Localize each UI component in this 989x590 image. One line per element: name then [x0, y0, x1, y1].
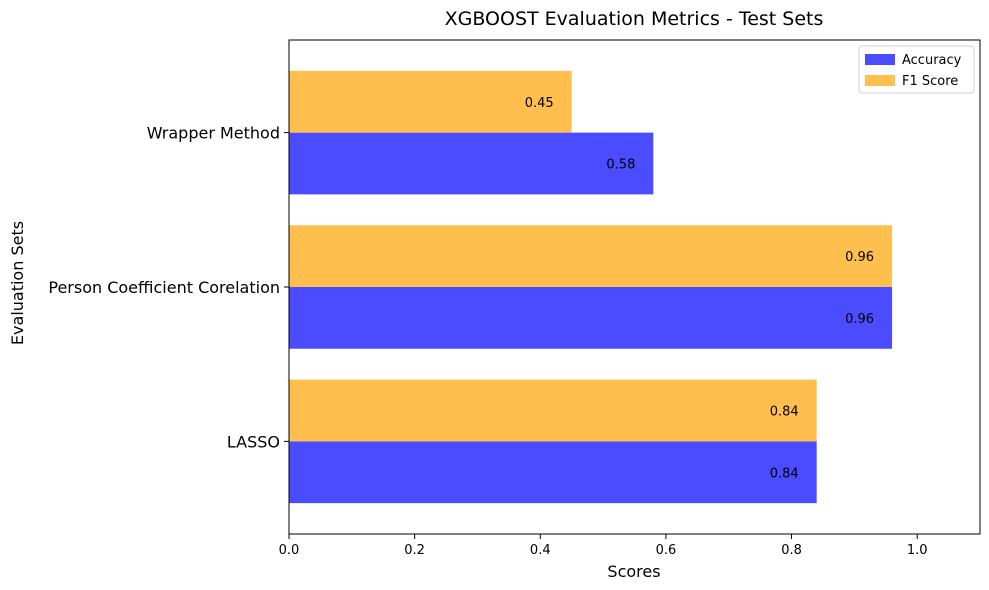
legend: Accuracy F1 Score: [858, 45, 975, 94]
y-tick-label-1: Person Coefficient Corelation: [48, 278, 280, 297]
data-label-accuracy-2: 0.58: [606, 158, 635, 173]
chart-title: XGBOOST Evaluation Metrics - Test Sets: [445, 8, 824, 30]
data-label-accuracy-0: 0.84: [770, 466, 799, 481]
x-axis-label: Scores: [607, 562, 660, 581]
data-label-accuracy-1: 0.96: [845, 312, 874, 327]
plot-area: 0.84 0.96 0.58 0.84 0.96 0.45 0.0 0.2 0.4 0.6 0.8 1…: [48, 39, 981, 558]
y-tick-label-0: LASSO: [227, 432, 280, 451]
legend-label-0: Accuracy: [902, 53, 962, 68]
x-tick-label-1: 0.2: [404, 543, 425, 558]
y-tick-label-2: Wrapper Method: [147, 124, 280, 143]
x-tick-label-5: 1.0: [907, 543, 928, 558]
x-tick-label-3: 0.6: [656, 543, 677, 558]
bar-f1-score-1: [289, 225, 893, 287]
legend-swatch-0: [865, 54, 895, 65]
legend-label-1: F1 Score: [902, 74, 958, 89]
bar-f1-score-2: [289, 70, 572, 133]
data-label-f1-score-0: 0.84: [770, 405, 799, 420]
bar-f1-score-0: [289, 379, 817, 442]
data-label-f1-score-2: 0.45: [525, 96, 554, 111]
bar-accuracy-1: [289, 287, 893, 349]
legend-swatch-1: [865, 75, 895, 86]
data-label-f1-score-1: 0.96: [845, 250, 874, 265]
bar-accuracy-0: [289, 441, 817, 504]
x-tick-label-2: 0.4: [530, 543, 551, 558]
x-tick-label-0: 0.0: [279, 543, 300, 558]
y-axis-label: Evaluation Sets: [8, 221, 27, 345]
bar-accuracy-2: [289, 132, 654, 195]
x-tick-label-4: 0.8: [781, 543, 802, 558]
